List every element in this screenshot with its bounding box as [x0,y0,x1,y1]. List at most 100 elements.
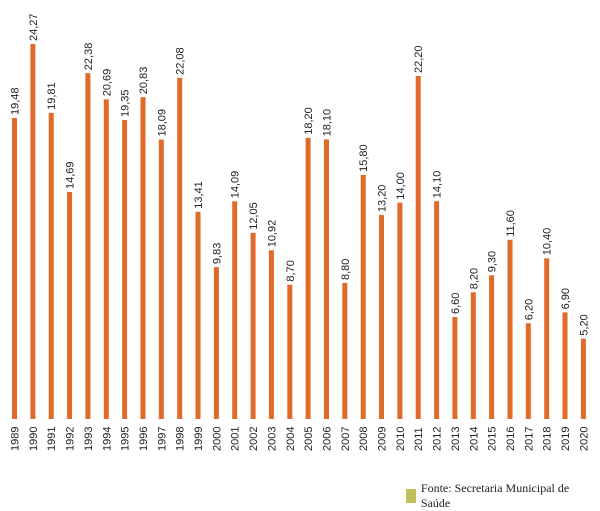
x-tick-label: 1991 [46,427,58,451]
bar-1995 [122,120,128,419]
data-label: 6,90 [560,288,572,309]
data-label: 19,81 [46,82,58,110]
bar-1993 [85,73,91,419]
data-label: 20,83 [138,67,150,95]
data-label: 13,20 [377,185,389,213]
data-label: 6,60 [450,293,462,314]
data-label: 10,40 [542,228,554,256]
bar-2016 [507,239,513,419]
x-tick-label: 2004 [285,427,297,451]
data-label: 8,70 [285,260,297,281]
data-label: 19,48 [10,87,22,115]
data-label: 14,09 [230,171,242,199]
x-tick-label: 1994 [101,427,113,451]
x-tick-label: 2016 [505,427,517,451]
data-label: 6,20 [523,299,535,320]
bar-1997 [158,139,164,419]
x-tick-label: 2010 [395,427,407,451]
bar-2007 [342,283,348,419]
x-tick-label: 2013 [450,427,462,451]
bar-2001 [232,201,238,419]
bar-1996 [140,97,146,419]
data-label: 19,35 [120,89,132,117]
legend-swatch [406,489,416,503]
data-label: 18,20 [303,107,315,135]
bar-2000 [213,267,219,419]
data-label: 12,05 [248,202,260,230]
x-tick-label: 2012 [432,427,444,451]
x-tick-label: 2019 [560,427,572,451]
bar-1992 [67,192,73,419]
bar-2004 [287,284,293,419]
bar-2006 [324,139,329,419]
bar-2011 [415,76,421,419]
bar-2017 [525,323,531,419]
x-tick-label: 1989 [10,427,22,451]
data-label: 18,10 [322,109,334,137]
bar-2020 [580,338,586,419]
bar-2014 [470,292,476,419]
data-label: 10,92 [266,220,278,248]
x-tick-label: 2006 [322,427,334,451]
x-tick-label: 2018 [542,427,554,451]
data-label: 8,20 [468,268,480,289]
source-label: Fonte: Secretaria Municipal de Saúde [420,481,570,510]
data-label: 14,10 [432,171,444,199]
x-tick-label: 2003 [266,427,278,451]
bar-chart: 19,48 1989 24,27 1990 19,81 1991 14,69 1992 22,3… [10,13,591,451]
bar-1998 [177,77,183,420]
x-tick-label: 1999 [193,427,205,451]
data-label: 5,20 [578,314,590,335]
bar-2012 [434,201,440,419]
x-tick-label: 2007 [340,427,352,451]
bar-1999 [195,211,201,419]
x-tick-label: 1992 [65,427,77,451]
data-label: 20,69 [101,69,113,97]
data-label: 9,30 [487,251,499,272]
x-tick-label: 2011 [413,427,425,451]
x-tick-label: 2002 [248,427,260,451]
bar-1990 [30,44,36,419]
x-tick-label: 2015 [487,427,499,451]
data-label: 24,27 [28,13,40,41]
x-tick-label: 1998 [175,427,187,451]
bar-1994 [103,99,109,420]
x-tick-label: 2001 [230,427,242,451]
x-tick-label: 2009 [377,427,389,451]
bar-2009 [379,215,384,419]
x-tick-label: 2005 [303,427,315,451]
legend: Fonte: Secretaria Municipal de Saúde [406,481,600,511]
x-tick-label: 2000 [211,427,223,451]
x-tick-label: 2014 [468,427,480,451]
bar-2019 [562,312,568,419]
data-label: 22,38 [83,43,95,71]
data-label: 8,80 [340,259,352,280]
bar-2010 [397,202,403,419]
bar-2013 [452,317,458,419]
x-tick-label: 1996 [138,427,150,451]
data-label: 22,08 [175,47,187,75]
bar-1989 [12,118,17,419]
bar-1991 [48,112,54,420]
bar-2003 [268,250,274,419]
data-label: 15,80 [358,144,370,172]
data-label: 11,60 [505,210,517,237]
data-label: 22,20 [413,45,425,73]
data-label: 13,41 [193,181,205,209]
x-tick-label: 1995 [120,427,132,451]
bar-2008 [360,174,366,419]
x-tick-label: 1997 [156,427,168,451]
data-label: 14,69 [65,161,77,189]
bar-2005 [305,137,311,420]
data-label: 9,83 [211,243,223,264]
data-label: 18,09 [156,109,168,137]
bar-2002 [250,232,256,419]
x-tick-label: 1990 [28,427,40,451]
bar-2018 [544,258,550,419]
data-label: 14,00 [395,172,407,200]
x-tick-label: 1993 [83,427,95,451]
bar-2015 [489,275,495,419]
x-tick-label: 2020 [578,427,590,451]
x-tick-label: 2017 [523,427,535,451]
x-tick-label: 2008 [358,427,370,451]
